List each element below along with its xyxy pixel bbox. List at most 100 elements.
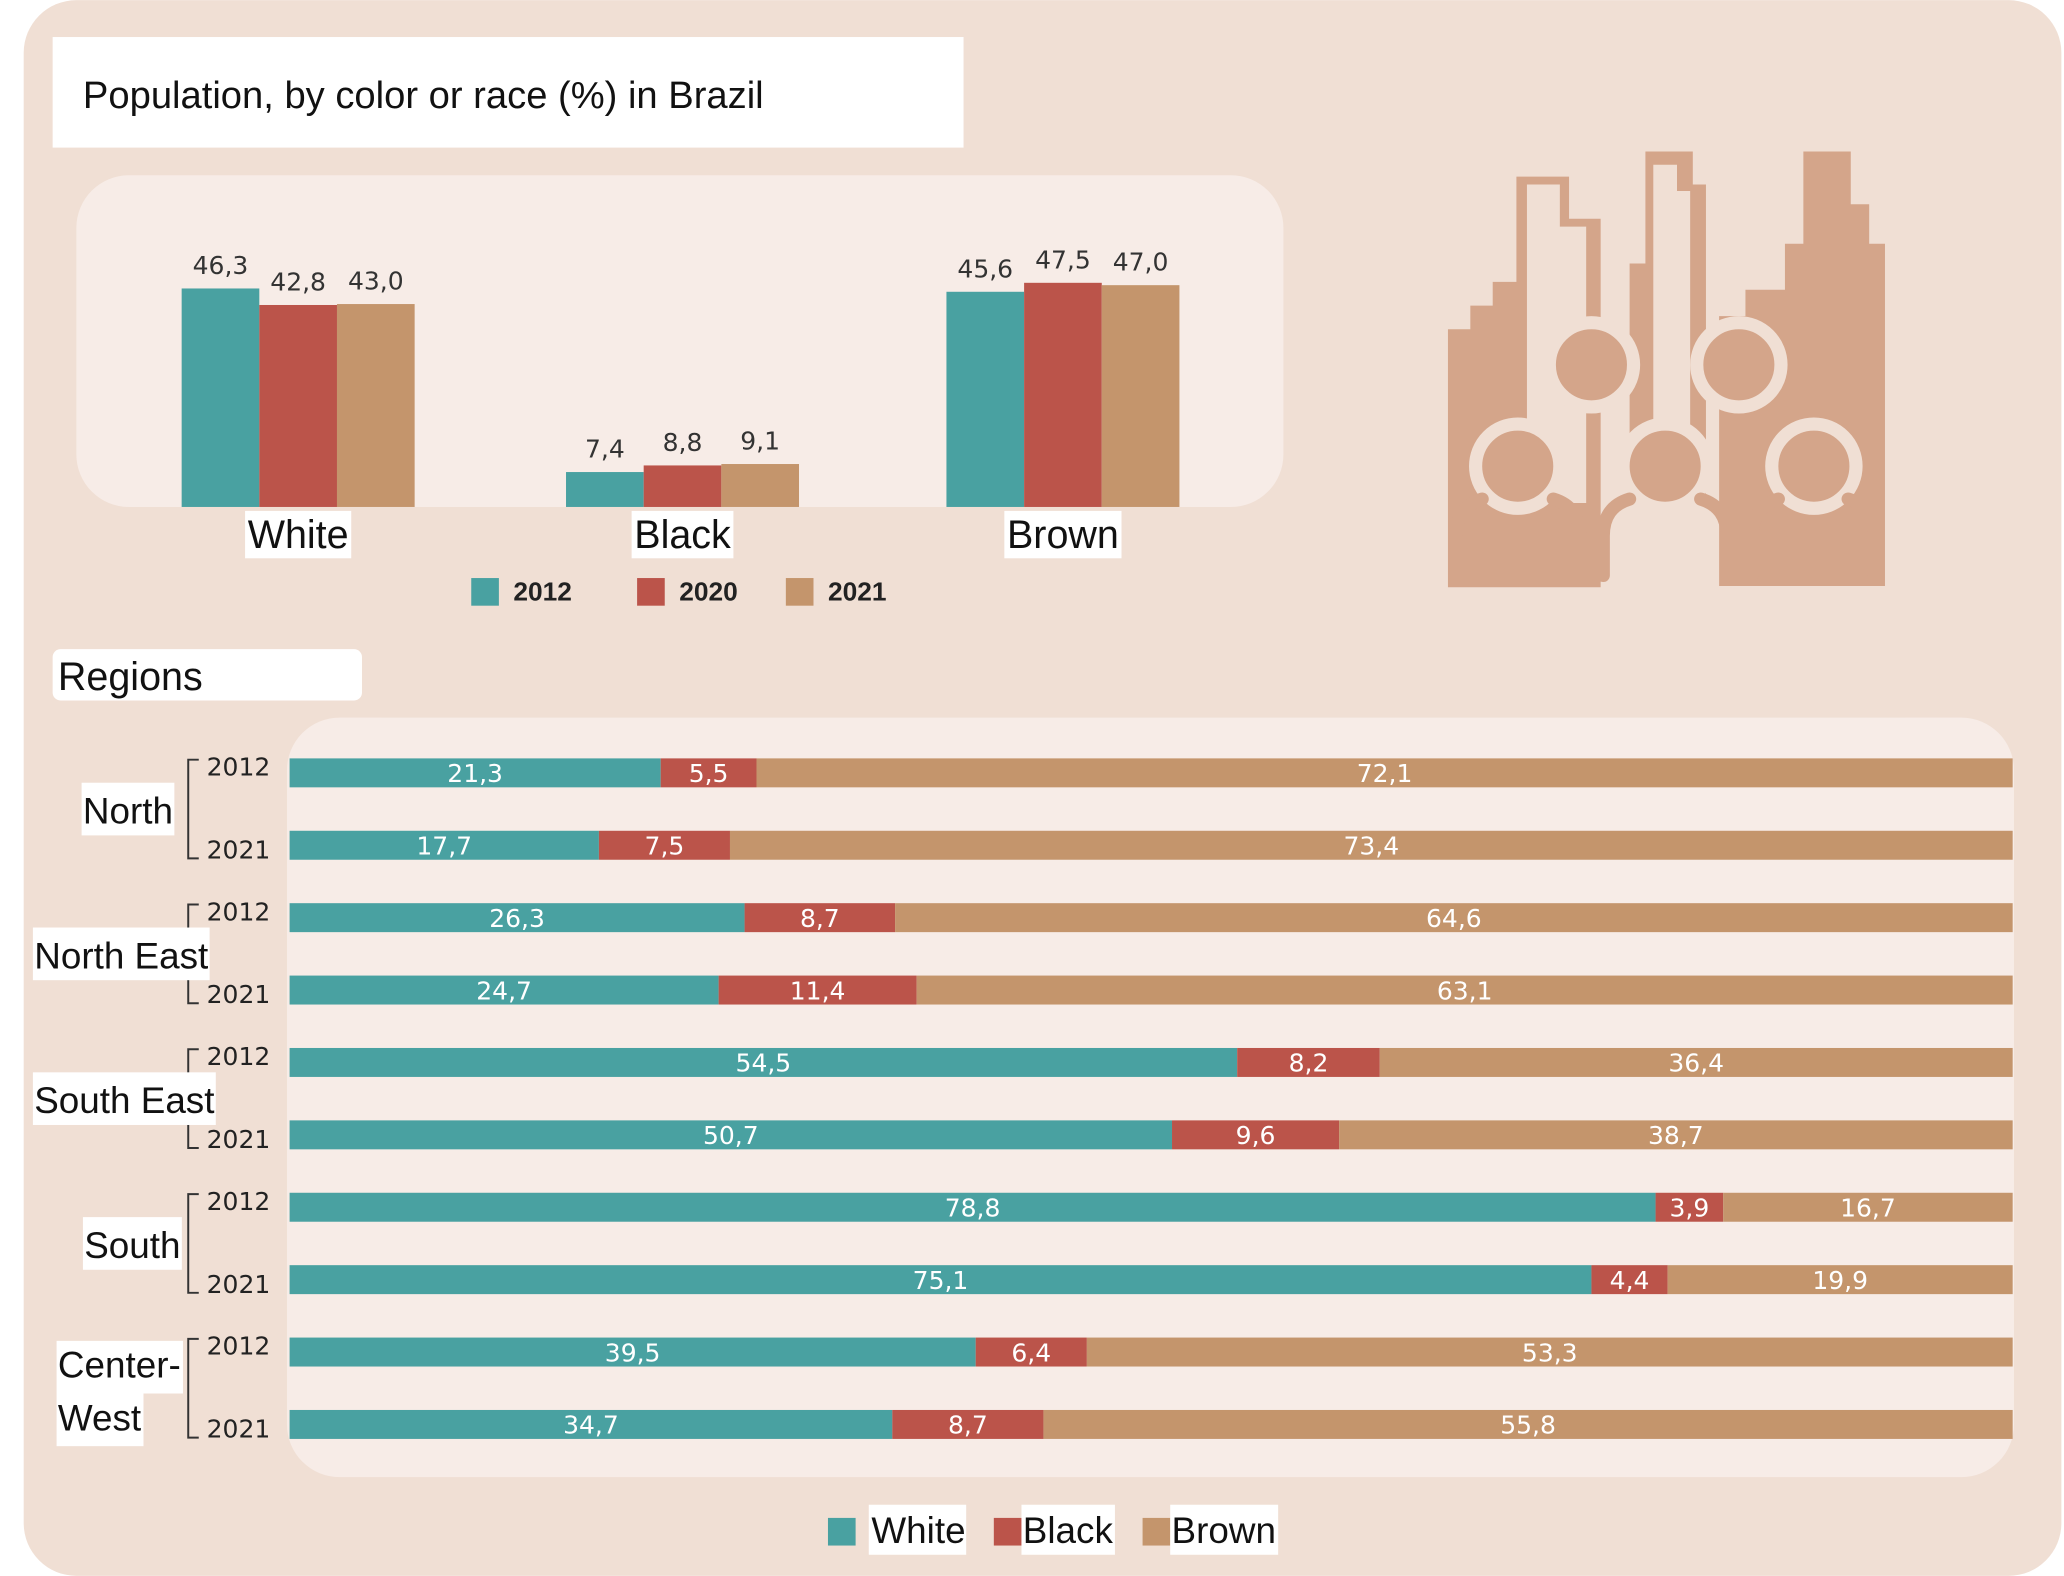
category-label-bg (245, 510, 352, 559)
bar-white-2021 (336, 304, 415, 507)
title-box (52, 37, 964, 148)
region-label: North East (34, 935, 208, 976)
segment-label: 3,9 (1669, 1193, 1709, 1222)
segment-brown (1667, 1265, 2013, 1295)
segment-label: 19,9 (1812, 1266, 1868, 1295)
segment-label: 8,2 (1289, 1049, 1329, 1078)
data-label: 42,8 (270, 268, 326, 297)
segment-label: 8,7 (800, 904, 840, 933)
region-label: South (84, 1225, 180, 1266)
segment-brown (1379, 1047, 2013, 1077)
segment-label: 21,3 (447, 759, 503, 788)
segment-label: 26,3 (489, 904, 545, 933)
data-label: 8,8 (663, 428, 703, 457)
segment-white (289, 1337, 976, 1367)
region-label: Center- (58, 1345, 181, 1386)
legend-swatch-brown (1142, 1517, 1171, 1546)
segment-black (975, 1337, 1087, 1367)
segment-white (289, 830, 599, 860)
region-label-bg (32, 1072, 216, 1125)
region-label-bg (56, 1393, 144, 1447)
segment-white (289, 1047, 1238, 1077)
segment-white (289, 1192, 1656, 1222)
region-bracket (187, 1193, 199, 1294)
data-label: 45,6 (957, 254, 1013, 283)
segment-white (289, 758, 661, 788)
year-label: 2012 (207, 897, 271, 926)
segment-label: 17,7 (416, 831, 472, 860)
segment-black (598, 830, 730, 860)
legend-label-brown: Brown (1172, 1510, 1276, 1551)
segment-black (660, 758, 757, 788)
bar-brown-2012 (946, 291, 1025, 507)
segment-white (289, 1265, 1592, 1295)
legend-label-2020: 2020 (679, 576, 738, 606)
category-label-black: Black (634, 513, 731, 557)
year-label: 2021 (207, 1270, 271, 1299)
segment-black (1591, 1265, 1668, 1295)
legend-swatch-2012 (471, 578, 499, 606)
segment-label: 34,7 (563, 1411, 619, 1440)
regions-label-box (52, 649, 362, 701)
bar-black-2021 (721, 464, 800, 507)
segment-label: 4,4 (1610, 1266, 1650, 1295)
year-label: 2021 (207, 980, 271, 1009)
segment-brown (756, 758, 2013, 788)
region-label: South East (34, 1080, 214, 1121)
segment-label: 7,5 (645, 831, 685, 860)
region-label-bg (56, 1340, 183, 1394)
segment-label: 8,7 (948, 1411, 988, 1440)
bar-black-2020 (643, 465, 722, 507)
segment-label: 64,6 (1426, 904, 1482, 933)
segment-label: 6,4 (1011, 1338, 1051, 1367)
year-label: 2012 (207, 1332, 271, 1361)
city-people-icon (1447, 151, 1885, 588)
category-label-bg (1004, 510, 1122, 559)
legend-swatch-2021 (785, 578, 814, 606)
segment-label: 63,1 (1437, 976, 1493, 1005)
category-label-bg (631, 510, 734, 559)
bar-chart: 46,3 42,8 43,0 White 7,4 8,8 9,1 Black 45,6 47,5 4… (181, 245, 1180, 606)
data-label: 47,0 (1113, 248, 1169, 277)
region-label-bg (32, 927, 210, 981)
segment-black (718, 975, 917, 1005)
segment-label: 11,4 (790, 976, 846, 1005)
legend-label-2012: 2012 (513, 576, 572, 606)
segment-label: 36,4 (1668, 1049, 1724, 1078)
legend-label-black: Black (1023, 1510, 1114, 1551)
category-label-brown: Brown (1007, 513, 1119, 557)
page-title: Population, by color or race (%) in Braz… (83, 74, 764, 117)
data-label: 46,3 (193, 251, 249, 280)
segment-brown (1043, 1409, 2013, 1439)
segment-brown (895, 903, 2013, 933)
data-label: 47,5 (1035, 245, 1091, 274)
segment-black (1172, 1120, 1340, 1150)
year-label: 2021 (207, 1415, 271, 1444)
segment-brown (729, 830, 2013, 860)
region-label-bg (81, 782, 175, 836)
legend-swatch-black (993, 1517, 1022, 1546)
segment-black (1655, 1192, 1724, 1222)
year-label: 2012 (207, 752, 271, 781)
bar-brown-2020 (1024, 282, 1102, 507)
legend-swatch-white (827, 1517, 856, 1546)
regions-heading: Regions (58, 655, 203, 699)
data-label: 9,1 (740, 427, 780, 456)
segment-label: 5,5 (689, 759, 729, 788)
legend-label-bg (868, 1504, 967, 1555)
segment-black (1237, 1047, 1380, 1077)
data-label: 43,0 (348, 267, 404, 296)
legend-label-bg (1021, 1504, 1115, 1555)
segment-label: 78,8 (945, 1193, 1001, 1222)
series-legend: White Black Brown (827, 1504, 1279, 1555)
segment-label: 72,1 (1357, 759, 1413, 788)
segment-white (289, 903, 745, 933)
segment-label: 39,5 (605, 1338, 661, 1367)
bar-brown-2021 (1101, 285, 1180, 507)
segment-label: 9,6 (1236, 1121, 1276, 1150)
segment-black (744, 903, 896, 933)
year-label: 2021 (207, 1125, 271, 1154)
legend-swatch-2020 (637, 578, 665, 606)
bar-white-2020 (259, 304, 337, 507)
segment-label: 50,7 (703, 1121, 759, 1150)
